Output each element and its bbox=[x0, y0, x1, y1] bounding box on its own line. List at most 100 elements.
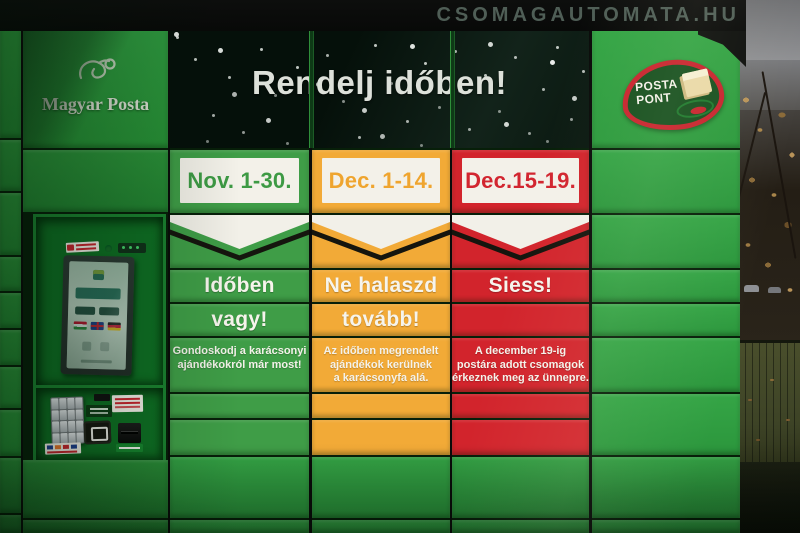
locker-door[interactable]: Nov. 1-30. bbox=[170, 150, 309, 213]
locker-door[interactable]: Időben bbox=[170, 270, 309, 302]
locker-door[interactable] bbox=[312, 394, 450, 418]
locker-door[interactable] bbox=[592, 304, 740, 336]
locker-door[interactable]: tovább! bbox=[312, 304, 450, 336]
autumn-trees bbox=[727, 60, 800, 350]
locker-door[interactable]: Dec. 1-14. bbox=[312, 150, 450, 213]
date-range-text: Dec. 1-14. bbox=[328, 167, 434, 193]
parked-car bbox=[768, 287, 781, 293]
parked-car bbox=[744, 285, 759, 292]
posta-pont-logo-panel: POSTA PONT bbox=[592, 28, 740, 148]
locker-column-terminal: Magyar Posta bbox=[23, 28, 168, 533]
locker-door[interactable] bbox=[23, 520, 168, 533]
barcode-scanner bbox=[118, 243, 146, 253]
locker-door[interactable] bbox=[592, 215, 740, 268]
locker-door[interactable] bbox=[0, 28, 21, 138]
locker-door[interactable] bbox=[0, 140, 21, 191]
site-url-sign: CSOMAGAUTOMATA.HU bbox=[436, 4, 740, 26]
locker-door[interactable] bbox=[452, 420, 589, 455]
payment-recess bbox=[33, 385, 166, 464]
service-sticker bbox=[116, 444, 143, 452]
snow-dots-large bbox=[174, 32, 179, 37]
chevron-down-icon bbox=[452, 215, 589, 261]
info-sticker bbox=[111, 394, 144, 413]
locker-door[interactable] bbox=[0, 458, 21, 513]
card-slot[interactable] bbox=[118, 423, 141, 443]
instruction-label bbox=[86, 405, 112, 417]
locker-door[interactable] bbox=[452, 394, 589, 418]
snow-dots bbox=[176, 36, 179, 39]
parcel-box-icon bbox=[681, 68, 713, 98]
locker-door[interactable] bbox=[312, 420, 450, 455]
locker-door[interactable] bbox=[452, 304, 589, 336]
touchscreen[interactable] bbox=[66, 261, 129, 370]
chevron-down-icon bbox=[170, 215, 309, 261]
locker-door[interactable] bbox=[592, 338, 740, 392]
locker-door[interactable] bbox=[0, 330, 21, 365]
promo-body-text: Az időben megrendelt ajándékok kerülnek … bbox=[323, 345, 439, 384]
chevron-down-icon bbox=[312, 215, 450, 261]
locker-door[interactable] bbox=[312, 215, 450, 268]
date-range-text: Nov. 1-30. bbox=[187, 167, 292, 193]
contactless-reader[interactable] bbox=[83, 420, 112, 445]
locker-door[interactable] bbox=[452, 457, 589, 518]
locker-door[interactable] bbox=[0, 193, 21, 255]
touchscreen-bezel bbox=[60, 255, 135, 376]
ground-shadow bbox=[738, 462, 800, 533]
headline-line1: Siess! bbox=[488, 274, 553, 297]
locker-door[interactable] bbox=[592, 150, 740, 213]
headline-line2: tovább! bbox=[342, 308, 420, 331]
locker-door[interactable]: A december 19-ig postára adott csomagok … bbox=[452, 338, 589, 392]
locker-door[interactable] bbox=[592, 270, 740, 302]
receipt-slot bbox=[94, 394, 110, 401]
locker-door[interactable] bbox=[452, 215, 589, 268]
locker-door[interactable] bbox=[23, 460, 168, 518]
locker-column-edge bbox=[0, 28, 21, 533]
locker-door[interactable]: Ne halaszd bbox=[312, 270, 450, 302]
locker-door[interactable]: Az időben megrendelt ajándékok kerülnek … bbox=[312, 338, 450, 392]
posta-pont-wordmark: POSTA PONT bbox=[634, 76, 679, 108]
warning-sticker bbox=[65, 241, 100, 253]
promo-body-text: A december 19-ig postára adott csomagok … bbox=[452, 345, 589, 384]
locker-door[interactable] bbox=[0, 293, 21, 328]
screen-reflection bbox=[66, 261, 129, 370]
banner-title: Rendelj időben! bbox=[252, 64, 507, 101]
locker-door[interactable] bbox=[0, 257, 21, 291]
posta-pont-logo: POSTA PONT bbox=[619, 55, 727, 135]
locker-door[interactable] bbox=[170, 215, 309, 268]
panel-divider bbox=[450, 28, 455, 148]
locker-door[interactable]: Gondoskodj a karácsonyi ajándékokról már… bbox=[170, 338, 309, 392]
card-brand-logos bbox=[44, 442, 82, 455]
locker-door[interactable]: Dec.15-19. bbox=[452, 150, 589, 213]
fence-and-grass bbox=[738, 340, 800, 480]
tree-branch bbox=[761, 71, 797, 259]
terminal-recess bbox=[33, 214, 166, 389]
panel-divider bbox=[309, 28, 314, 148]
locker-door[interactable] bbox=[0, 367, 21, 408]
headline-line2: vagy! bbox=[211, 308, 268, 331]
headline-line1: Ne halaszd bbox=[324, 274, 438, 297]
locker-door[interactable] bbox=[312, 457, 450, 518]
locker-door[interactable]: Siess! bbox=[452, 270, 589, 302]
locker-door[interactable] bbox=[592, 520, 740, 533]
locker-door[interactable] bbox=[592, 394, 740, 455]
pin-keypad[interactable] bbox=[50, 396, 85, 445]
indicator-button[interactable] bbox=[105, 245, 112, 252]
promo-body-text: Gondoskodj a karácsonyi ajándékokról már… bbox=[172, 345, 307, 371]
locker-door[interactable] bbox=[170, 394, 309, 418]
locker-door[interactable] bbox=[170, 420, 309, 455]
locker-door[interactable] bbox=[170, 520, 309, 533]
magyar-posta-logo-panel: Magyar Posta bbox=[23, 28, 168, 148]
locker-door[interactable] bbox=[0, 515, 21, 533]
date-range-label: Nov. 1-30. bbox=[180, 158, 299, 203]
locker-door[interactable] bbox=[170, 457, 309, 518]
locker-door[interactable] bbox=[312, 520, 450, 533]
locker-door[interactable] bbox=[452, 520, 589, 533]
locker-door[interactable] bbox=[0, 410, 21, 456]
diagonal-shadow bbox=[23, 28, 168, 148]
date-range-text: Dec.15-19. bbox=[465, 167, 576, 193]
locker-door[interactable]: vagy! bbox=[170, 304, 309, 336]
locker-door[interactable] bbox=[23, 150, 168, 212]
outdoor-background bbox=[727, 0, 800, 533]
locker-door[interactable] bbox=[592, 457, 740, 518]
